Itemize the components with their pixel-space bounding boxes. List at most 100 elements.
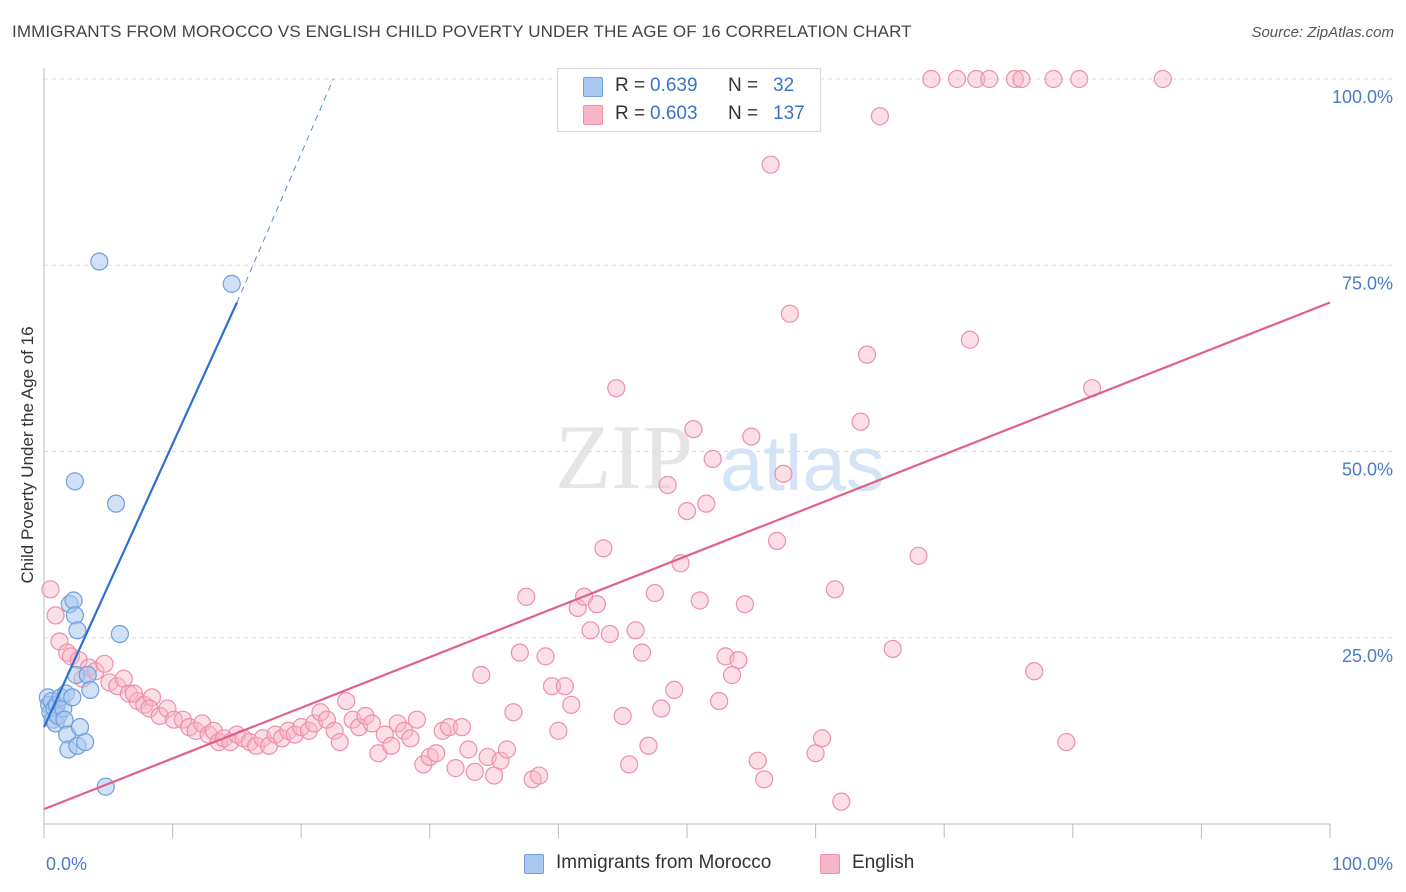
english-point <box>452 718 472 737</box>
english-point <box>356 706 375 726</box>
r-label: R = <box>615 103 646 124</box>
english-point <box>594 539 613 558</box>
english-point <box>703 449 722 469</box>
morocco-point <box>65 606 84 625</box>
morocco-point <box>90 252 109 271</box>
morocco-legend-swatch <box>524 854 544 874</box>
english-point <box>587 595 607 614</box>
english-point <box>767 531 787 551</box>
english-point <box>362 714 382 733</box>
n-value: 137 <box>773 103 805 124</box>
english-point <box>742 427 761 446</box>
english-point <box>388 714 407 733</box>
morocco-point <box>81 680 100 700</box>
english-point <box>542 677 562 696</box>
english-point <box>173 710 192 729</box>
english-point <box>95 654 114 673</box>
english-legend-swatch <box>820 854 840 874</box>
english-point <box>504 703 523 722</box>
english-point <box>401 729 420 748</box>
watermark-atlas: atlas <box>720 419 885 507</box>
correlation-stats-box: R = 0.639 N = 32 R = 0.603 N = 137 <box>557 68 821 132</box>
english-point <box>581 621 600 640</box>
english-point <box>665 680 684 700</box>
english-point <box>883 639 902 659</box>
english-point <box>472 665 491 685</box>
r-value: 0.603 <box>650 103 698 124</box>
english-point <box>465 762 484 781</box>
english-point <box>549 721 568 740</box>
trend-lines <box>42 78 1331 811</box>
english-point <box>124 684 144 703</box>
english-point <box>761 155 780 174</box>
y-tick-label: 25.0% <box>1342 646 1393 666</box>
english-points <box>41 69 1172 811</box>
morocco-point <box>55 710 74 729</box>
english-point <box>459 740 478 759</box>
english-point <box>980 69 999 89</box>
english-point <box>204 721 223 740</box>
english-point <box>652 699 671 718</box>
english-point <box>285 725 304 744</box>
morocco-point <box>78 665 97 685</box>
english-point <box>337 691 356 711</box>
morocco-point <box>63 688 82 707</box>
morocco-point <box>222 274 241 293</box>
english-point <box>825 580 844 599</box>
n-value: 32 <box>773 75 795 96</box>
english-point <box>613 706 632 726</box>
english-point <box>446 759 465 778</box>
english-point <box>491 751 510 770</box>
english-point <box>325 721 344 740</box>
english-point <box>140 699 159 718</box>
english-point <box>780 304 799 323</box>
watermark-zip: ZIP <box>555 406 693 508</box>
english-point <box>626 621 645 640</box>
english-point <box>729 650 748 670</box>
english-point <box>247 736 266 755</box>
english-point <box>645 583 664 603</box>
english-point <box>947 69 967 89</box>
english-point <box>1070 69 1089 89</box>
morocco-point <box>106 494 126 513</box>
y-axis-label: Child Poverty Under the Age of 16 <box>18 326 37 583</box>
english-point <box>394 721 414 740</box>
english-point <box>497 740 517 759</box>
english-point <box>697 494 716 513</box>
english-point <box>658 475 677 495</box>
r-label: R = <box>615 75 646 96</box>
english-point <box>1057 732 1076 752</box>
morocco-point <box>110 624 129 644</box>
english-point <box>1025 662 1044 681</box>
english-point <box>748 751 767 770</box>
morocco-trend-line <box>42 302 238 728</box>
english-point <box>620 755 639 774</box>
english-point <box>414 755 433 774</box>
y-tick-label: 50.0% <box>1342 460 1393 480</box>
english-point <box>311 703 330 722</box>
english-point <box>774 464 793 483</box>
morocco-swatch <box>583 77 603 97</box>
tick-labels: 25.0% 50.0% 75.0% 100.0% 0.0% 100.0% <box>46 87 1393 874</box>
english-point <box>158 699 177 718</box>
english-point <box>677 502 697 521</box>
english-point <box>407 710 427 729</box>
english-point <box>382 736 401 755</box>
english-point <box>851 412 870 431</box>
n-label: N = <box>728 103 759 124</box>
stats-row-english: R = 0.603 N = 137 <box>558 101 820 129</box>
english-point <box>607 379 626 398</box>
english-point <box>967 69 986 89</box>
morocco-trend-extension <box>236 78 334 303</box>
english-point <box>330 732 349 752</box>
legend-label: English <box>852 852 915 873</box>
english-point <box>1005 69 1025 89</box>
stats-row-morocco: R = 0.639 N = 32 <box>558 73 820 101</box>
gridlines <box>44 78 1395 639</box>
english-point <box>555 677 574 696</box>
english-point <box>909 546 928 565</box>
english-point <box>427 744 446 763</box>
x-tick-label-max: 100.0% <box>1332 854 1393 874</box>
n-label: N = <box>728 75 759 96</box>
